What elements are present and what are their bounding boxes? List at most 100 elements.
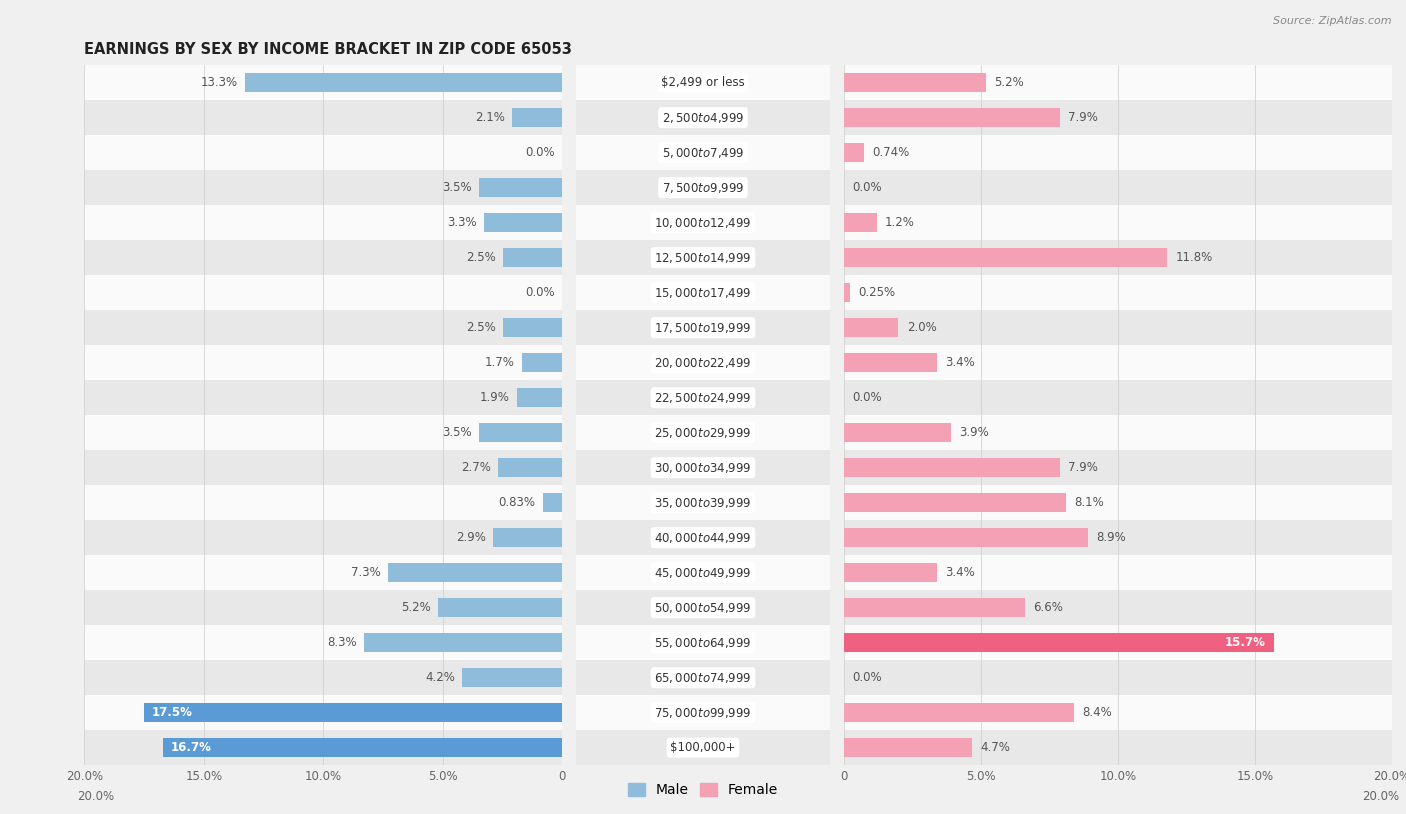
Bar [576, 730, 830, 765]
Bar [517, 388, 562, 407]
Bar [84, 275, 1040, 310]
Bar [163, 738, 562, 757]
Bar [576, 660, 830, 695]
Bar [295, 310, 1392, 345]
Bar [295, 660, 1392, 695]
Text: $5,000 to $7,499: $5,000 to $7,499 [662, 146, 744, 160]
Bar [576, 275, 830, 310]
Bar [844, 598, 1025, 617]
Bar [576, 65, 830, 100]
Text: 2.1%: 2.1% [475, 112, 505, 124]
Bar [478, 423, 562, 442]
Text: 20.0%: 20.0% [1362, 790, 1399, 803]
Text: $45,000 to $49,999: $45,000 to $49,999 [654, 566, 752, 580]
Bar [576, 625, 830, 660]
Text: $40,000 to $44,999: $40,000 to $44,999 [654, 531, 752, 545]
Text: $55,000 to $64,999: $55,000 to $64,999 [654, 636, 752, 650]
Bar [245, 73, 562, 92]
Bar [844, 493, 1066, 512]
Bar [295, 520, 1392, 555]
Bar [84, 660, 1040, 695]
Bar [388, 563, 562, 582]
Bar [844, 143, 863, 162]
Text: 17.5%: 17.5% [152, 707, 193, 719]
Text: $17,500 to $19,999: $17,500 to $19,999 [654, 321, 752, 335]
Text: $22,500 to $24,999: $22,500 to $24,999 [654, 391, 752, 405]
Bar [84, 345, 1040, 380]
Text: 3.5%: 3.5% [441, 427, 471, 439]
Bar [494, 528, 562, 547]
Bar [84, 695, 1040, 730]
Bar [576, 240, 830, 275]
Bar [84, 625, 1040, 660]
Bar [295, 100, 1392, 135]
Text: $2,500 to $4,999: $2,500 to $4,999 [662, 111, 744, 125]
Bar [84, 205, 1040, 240]
Text: $75,000 to $99,999: $75,000 to $99,999 [654, 706, 752, 720]
Text: $100,000+: $100,000+ [671, 742, 735, 754]
Bar [295, 275, 1392, 310]
Bar [295, 65, 1392, 100]
Bar [844, 563, 936, 582]
Text: $12,500 to $14,999: $12,500 to $14,999 [654, 251, 752, 265]
Bar [84, 730, 1040, 765]
Text: 4.7%: 4.7% [981, 742, 1011, 754]
Bar [439, 598, 562, 617]
Bar [844, 738, 973, 757]
Bar [576, 520, 830, 555]
Text: 1.2%: 1.2% [884, 217, 914, 229]
Bar [576, 100, 830, 135]
Text: $15,000 to $17,499: $15,000 to $17,499 [654, 286, 752, 300]
Bar [295, 345, 1392, 380]
Bar [84, 240, 1040, 275]
Bar [844, 108, 1060, 127]
Bar [84, 380, 1040, 415]
Text: 3.4%: 3.4% [945, 357, 974, 369]
Bar [844, 283, 851, 302]
Text: 0.0%: 0.0% [852, 182, 882, 194]
Bar [295, 695, 1392, 730]
Bar [576, 135, 830, 170]
Text: 3.9%: 3.9% [959, 427, 988, 439]
Bar [295, 590, 1392, 625]
Bar [84, 415, 1040, 450]
Text: 7.9%: 7.9% [1069, 462, 1098, 474]
Bar [522, 353, 562, 372]
Text: Source: ZipAtlas.com: Source: ZipAtlas.com [1274, 16, 1392, 26]
Text: 11.8%: 11.8% [1175, 252, 1212, 264]
Text: $7,500 to $9,999: $7,500 to $9,999 [662, 181, 744, 195]
Bar [844, 528, 1088, 547]
Text: 2.9%: 2.9% [456, 532, 486, 544]
Bar [295, 555, 1392, 590]
Bar [84, 100, 1040, 135]
Bar [84, 135, 1040, 170]
Text: $20,000 to $22,499: $20,000 to $22,499 [654, 356, 752, 370]
Text: 15.7%: 15.7% [1225, 637, 1265, 649]
Text: $35,000 to $39,999: $35,000 to $39,999 [654, 496, 752, 510]
Text: 0.25%: 0.25% [859, 287, 896, 299]
Bar [576, 415, 830, 450]
Bar [576, 345, 830, 380]
Bar [84, 65, 1040, 100]
Bar [295, 380, 1392, 415]
Text: 2.5%: 2.5% [465, 322, 495, 334]
Text: 5.2%: 5.2% [401, 602, 430, 614]
Text: 1.7%: 1.7% [485, 357, 515, 369]
Bar [576, 485, 830, 520]
Text: 5.2%: 5.2% [994, 77, 1024, 89]
Bar [295, 485, 1392, 520]
Text: 2.0%: 2.0% [907, 322, 936, 334]
Text: 6.6%: 6.6% [1033, 602, 1063, 614]
Bar [84, 555, 1040, 590]
Bar [576, 380, 830, 415]
Text: $65,000 to $74,999: $65,000 to $74,999 [654, 671, 752, 685]
Text: 0.0%: 0.0% [852, 672, 882, 684]
Bar [844, 73, 986, 92]
Text: 3.4%: 3.4% [945, 567, 974, 579]
Text: 3.5%: 3.5% [441, 182, 471, 194]
Bar [295, 240, 1392, 275]
Bar [84, 590, 1040, 625]
Bar [295, 135, 1392, 170]
Text: 7.3%: 7.3% [352, 567, 381, 579]
Bar [478, 178, 562, 197]
